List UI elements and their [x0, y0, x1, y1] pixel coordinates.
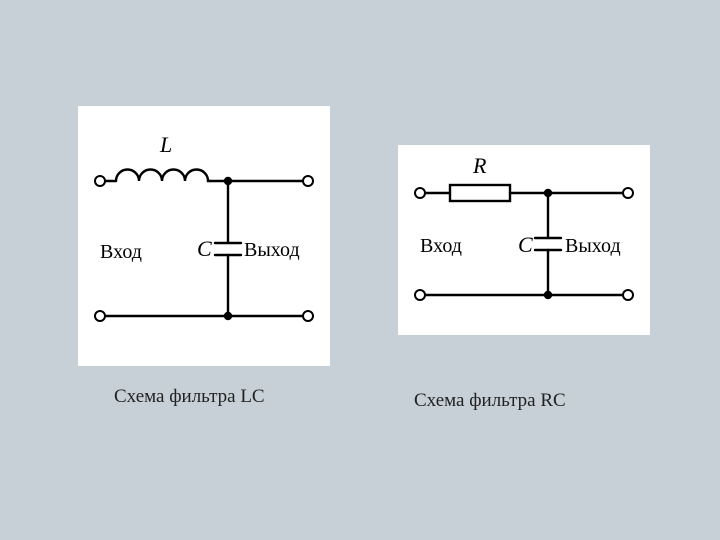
rc-output-label: Выход	[565, 235, 621, 257]
slide-stage: L C Вход Выход	[0, 0, 720, 540]
panel-rc-filter: R C Вход Выход	[398, 145, 650, 335]
rc-input-label: Вход	[420, 235, 462, 257]
lc-circuit-svg: L C Вход Выход	[78, 106, 330, 366]
lc-output-label: Выход	[244, 239, 300, 261]
rc-capacitor-label: C	[518, 232, 533, 257]
lc-inductor-label: L	[159, 132, 172, 157]
lc-input-label: Вход	[100, 241, 142, 263]
panel-lc-filter: L C Вход Выход	[78, 106, 330, 366]
caption-lc: Схема фильтра LC	[114, 386, 265, 408]
rc-circuit-svg: R C Вход Выход	[398, 145, 650, 335]
caption-rc: Схема фильтра RC	[414, 390, 566, 412]
rc-resistor-label: R	[472, 153, 487, 178]
lc-capacitor-label: C	[197, 236, 212, 261]
